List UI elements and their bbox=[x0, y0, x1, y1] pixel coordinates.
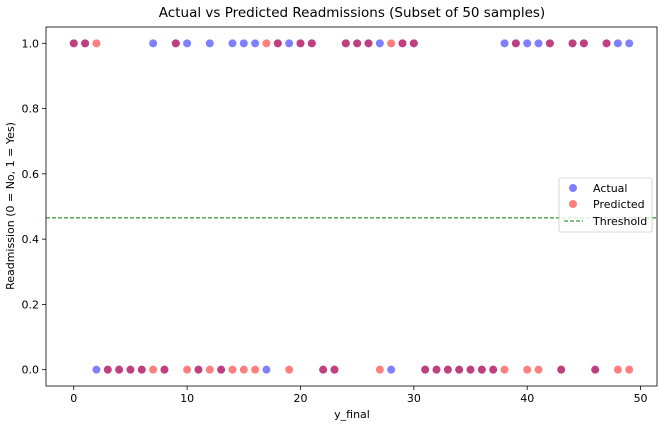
legend-box bbox=[558, 177, 653, 233]
axes-frame bbox=[45, 26, 658, 387]
data-marks bbox=[46, 39, 657, 374]
actual-point bbox=[228, 39, 237, 48]
actual-point bbox=[285, 39, 294, 48]
predicted-point bbox=[251, 365, 260, 374]
actual-point bbox=[92, 365, 101, 374]
actual-point bbox=[251, 39, 260, 48]
legend-marker-actual bbox=[569, 184, 577, 192]
predicted-point bbox=[81, 39, 90, 48]
y-tick-label: 1.0 bbox=[22, 37, 40, 50]
y-tick-label: 0.4 bbox=[22, 233, 40, 246]
y-tick-label: 0.6 bbox=[22, 168, 40, 181]
predicted-point bbox=[330, 365, 339, 374]
predicted-point bbox=[579, 39, 588, 48]
x-tick-label: 50 bbox=[634, 392, 648, 405]
predicted-point bbox=[341, 39, 350, 48]
y-tick-label: 0.0 bbox=[22, 364, 40, 377]
predicted-point bbox=[500, 365, 509, 374]
x-tick-label: 10 bbox=[180, 392, 194, 405]
predicted-point bbox=[557, 365, 566, 374]
actual-point bbox=[625, 39, 634, 48]
actual-point bbox=[534, 39, 543, 48]
predicted-point bbox=[228, 365, 237, 374]
actual-point bbox=[239, 39, 248, 48]
predicted-point bbox=[489, 365, 498, 374]
predicted-point bbox=[171, 39, 180, 48]
x-tick-label: 40 bbox=[520, 392, 534, 405]
actual-point bbox=[387, 365, 396, 374]
predicted-point bbox=[511, 39, 520, 48]
predicted-point bbox=[409, 39, 418, 48]
predicted-point bbox=[443, 365, 452, 374]
legend-label-threshold: Threshold bbox=[592, 215, 647, 228]
predicted-point bbox=[398, 39, 407, 48]
predicted-point bbox=[115, 365, 124, 374]
actual-point bbox=[523, 39, 532, 48]
predicted-point bbox=[296, 39, 305, 48]
predicted-point bbox=[353, 39, 362, 48]
predicted-point bbox=[477, 365, 486, 374]
predicted-point bbox=[625, 365, 634, 374]
predicted-point bbox=[545, 39, 554, 48]
predicted-point bbox=[602, 39, 611, 48]
predicted-point bbox=[205, 365, 214, 374]
actual-point bbox=[613, 39, 622, 48]
chart-legend: Actual Predicted Threshold bbox=[558, 177, 653, 233]
predicted-point bbox=[387, 39, 396, 48]
predicted-point bbox=[432, 365, 441, 374]
predicted-point bbox=[239, 365, 248, 374]
legend-marker-predicted bbox=[569, 200, 577, 208]
x-tick-label: 0 bbox=[70, 392, 77, 405]
actual-point bbox=[149, 39, 158, 48]
y-tick-label: 0.8 bbox=[22, 103, 40, 116]
series-predicted bbox=[69, 39, 634, 374]
predicted-point bbox=[262, 39, 271, 48]
actual-point bbox=[375, 39, 384, 48]
predicted-point bbox=[375, 365, 384, 374]
predicted-point bbox=[273, 39, 282, 48]
y-axis-label: Readmission (0 = No, 1 = Yes) bbox=[4, 122, 17, 290]
predicted-point bbox=[103, 365, 112, 374]
predicted-point bbox=[149, 365, 158, 374]
predicted-point bbox=[92, 39, 101, 48]
predicted-point bbox=[217, 365, 226, 374]
predicted-point bbox=[364, 39, 373, 48]
predicted-point bbox=[466, 365, 475, 374]
predicted-point bbox=[183, 365, 192, 374]
predicted-point bbox=[285, 365, 294, 374]
predicted-point bbox=[421, 365, 430, 374]
predicted-point bbox=[591, 365, 600, 374]
chart-title: Actual vs Predicted Readmissions (Subset… bbox=[159, 5, 545, 21]
x-tick-label: 30 bbox=[407, 392, 421, 405]
predicted-point bbox=[319, 365, 328, 374]
predicted-point bbox=[307, 39, 316, 48]
predicted-point bbox=[126, 365, 135, 374]
actual-point bbox=[262, 365, 271, 374]
predicted-point bbox=[523, 365, 532, 374]
legend-label-actual: Actual bbox=[593, 182, 627, 195]
x-tick-label: 20 bbox=[293, 392, 307, 405]
predicted-point bbox=[534, 365, 543, 374]
legend-label-predicted: Predicted bbox=[593, 198, 645, 211]
axis-ticks: 0 10 20 30 40 50 0.0 0.2 0.4 0.6 0.8 1.0 bbox=[22, 37, 648, 405]
actual-point bbox=[183, 39, 192, 48]
predicted-point bbox=[568, 39, 577, 48]
predicted-point bbox=[137, 365, 146, 374]
predicted-point bbox=[194, 365, 203, 374]
predicted-point bbox=[613, 365, 622, 374]
actual-point bbox=[500, 39, 509, 48]
predicted-point bbox=[160, 365, 169, 374]
predicted-point bbox=[455, 365, 464, 374]
x-axis-label: y_final bbox=[334, 408, 370, 421]
y-tick-label: 0.2 bbox=[22, 298, 40, 311]
predicted-point bbox=[69, 39, 78, 48]
actual-point bbox=[205, 39, 214, 48]
